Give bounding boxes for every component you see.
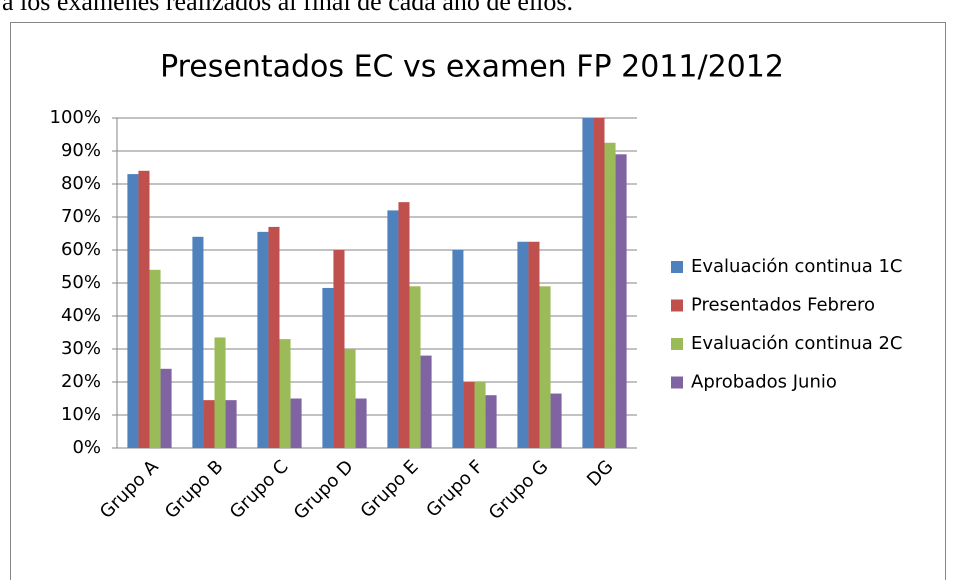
bar xyxy=(192,236,204,448)
bar xyxy=(149,269,161,448)
caption: a los exámenes realizados al final de ca… xyxy=(2,0,573,16)
bar xyxy=(257,231,269,448)
y-tick-label: 40% xyxy=(61,305,101,326)
y-tick-label: 100% xyxy=(50,107,101,128)
chart-frame xyxy=(10,22,946,580)
bar xyxy=(344,349,356,448)
bar xyxy=(322,287,334,448)
bar xyxy=(290,398,302,448)
legend-swatch xyxy=(671,261,683,273)
chart-title: Presentados EC vs examen FP 2011/2012 xyxy=(160,50,784,85)
bar xyxy=(615,154,627,449)
bar xyxy=(539,286,551,448)
y-tick-label: 30% xyxy=(61,338,101,359)
legend-label: Presentados Febrero xyxy=(691,295,875,316)
y-tick-label: 20% xyxy=(61,371,101,392)
bar xyxy=(452,250,464,448)
bar xyxy=(593,118,605,448)
bar xyxy=(214,337,226,448)
legend-swatch xyxy=(671,299,683,312)
y-tick-label: 70% xyxy=(61,206,101,227)
bar xyxy=(474,382,486,448)
bar xyxy=(528,241,540,448)
bar xyxy=(355,398,367,448)
y-tick-label: 0% xyxy=(72,437,101,458)
bar xyxy=(387,210,399,448)
legend-label: Aprobados Junio xyxy=(691,372,837,393)
legend-swatch xyxy=(671,338,683,350)
bar xyxy=(550,393,562,448)
bar xyxy=(225,400,237,448)
bar xyxy=(268,226,280,448)
bar xyxy=(203,400,215,448)
bar xyxy=(582,118,594,448)
bar xyxy=(398,202,410,448)
legend-swatch xyxy=(671,376,683,389)
bar xyxy=(420,355,432,448)
bar xyxy=(604,142,616,448)
bar xyxy=(279,339,291,448)
y-tick-label: 90% xyxy=(61,140,101,161)
legend-label: Evaluación continua 2C xyxy=(691,333,903,354)
bar xyxy=(127,174,139,448)
bar xyxy=(517,241,529,448)
bar xyxy=(485,395,497,448)
legend-label: Evaluación continua 1C xyxy=(691,256,903,277)
bar xyxy=(138,170,150,449)
bar xyxy=(333,250,345,448)
y-tick-label: 10% xyxy=(61,404,101,425)
bar xyxy=(463,382,475,448)
y-tick-label: 60% xyxy=(61,239,101,260)
y-tick-label: 50% xyxy=(61,272,101,293)
bar xyxy=(409,286,421,448)
y-tick-label: 80% xyxy=(61,173,101,194)
bar xyxy=(160,368,172,448)
